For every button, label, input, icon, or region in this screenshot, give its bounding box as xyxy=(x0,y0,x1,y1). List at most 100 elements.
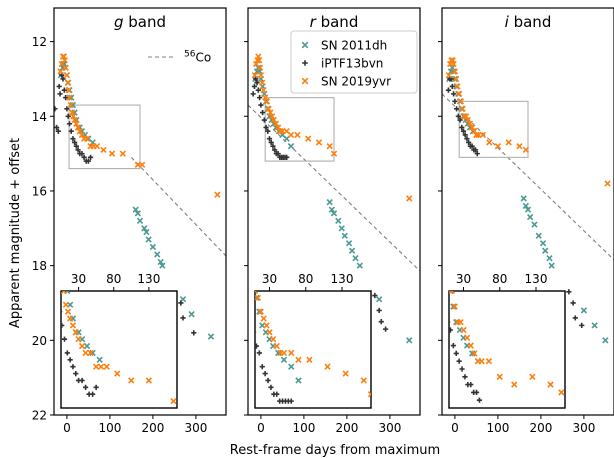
inset-i: 30 80 130 xyxy=(448,272,566,409)
inset-point-i-sn-2019yvr-24 xyxy=(558,389,565,396)
y-tick-label-20: 20 xyxy=(32,334,47,348)
inset-point-i-sn-2019yvr-13 xyxy=(460,326,467,334)
y-tick-label-22: 22 xyxy=(32,409,47,423)
inset-point-g-sn-2011dh-15 xyxy=(83,342,91,350)
point-g-sn-2011dh-27 xyxy=(159,262,166,269)
inset-point-i-sn-2019yvr-21 xyxy=(511,381,518,388)
inset-plot-g xyxy=(61,291,177,405)
x-tick-label-i-200: 200 xyxy=(529,421,552,435)
point-g-iptf13bvn-1 xyxy=(54,124,60,131)
inset-point-r-sn-2019yvr-22 xyxy=(324,363,331,370)
point-g-iptf13bvn-6 xyxy=(60,76,66,82)
panel-title-g: g band xyxy=(114,13,166,31)
point-r-iptf13bvn-9 xyxy=(263,124,269,131)
point-r-iptf13bvn-21 xyxy=(284,154,290,160)
point-i-iptf13bvn-6 xyxy=(454,106,460,112)
x-tick-label-g-300: 300 xyxy=(184,421,207,435)
inset-x-tick-label-i-30: 30 xyxy=(456,272,471,286)
point-r-iptf13bvn-12 xyxy=(268,139,274,146)
point-g-iptf13bvn-3 xyxy=(56,83,62,90)
co56-superscript: 56 xyxy=(184,50,196,60)
point-g-sn-2019yvr-23 xyxy=(100,146,107,154)
inset-point-g-sn-2019yvr-17 xyxy=(78,342,86,350)
inset-point-g-sn-2019yvr-20 xyxy=(92,363,100,370)
point-i-iptf13bvn-7 xyxy=(455,113,461,119)
point-g-sn-2011dh-26 xyxy=(157,258,164,266)
point-g-sn-2019yvr-24 xyxy=(108,150,116,157)
panel-title-suffix-i: band xyxy=(509,13,552,31)
co56-line-r xyxy=(248,104,420,272)
inset-point-g-sn-2011dh-17 xyxy=(96,356,103,363)
point-g-sn-2019yvr-15 xyxy=(74,124,82,131)
panel-title-i: i band xyxy=(505,13,552,31)
point-r-sn-2019yvr-20 xyxy=(287,131,295,139)
point-r-sn-2011dh-19 xyxy=(330,210,338,217)
point-i-iptf13bvn-0 xyxy=(445,87,452,93)
point-r-iptf13bvn-23 xyxy=(376,307,382,314)
point-g-sn-2011dh-18 xyxy=(132,206,139,213)
point-r-iptf13bvn-1 xyxy=(251,83,258,90)
point-i-iptf13bvn-11 xyxy=(462,132,468,138)
inset-point-r-sn-2019yvr-23 xyxy=(342,370,349,377)
inset-point-r-sn-2011dh-14 xyxy=(280,356,288,363)
inset-point-i-iptf13bvn-8 xyxy=(449,327,454,333)
point-g-sn-2019yvr-22 xyxy=(93,142,101,150)
plot-area-i xyxy=(442,57,614,344)
x-tick-label-g-0: 0 xyxy=(63,421,71,435)
inset-point-i-sn-2019yvr-20 xyxy=(496,373,503,380)
point-r-iptf13bvn-13 xyxy=(270,143,276,149)
panel-title-band-r: r xyxy=(310,13,317,31)
inset-point-i-iptf13bvn-17 xyxy=(473,389,480,395)
point-r-sn-2019yvr-5 xyxy=(256,64,264,71)
point-i-sn-2019yvr-13 xyxy=(464,116,471,124)
point-g-sn-2011dh-22 xyxy=(143,228,150,236)
inset-point-r-sn-2019yvr-21 xyxy=(306,356,313,363)
point-r-sn-2019yvr-15 xyxy=(272,120,280,127)
inset-point-r-sn-2019yvr-9 xyxy=(255,291,259,295)
point-i-sn-2011dh-21 xyxy=(539,240,547,247)
point-g-sn-2011dh-23 xyxy=(145,236,152,243)
inset-x-tick-label-r-130: 130 xyxy=(331,272,354,286)
point-r-sn-2019yvr-8 xyxy=(260,86,267,94)
panel-i-band: i band 0 100 200 300 30 80 130 xyxy=(438,7,614,435)
point-r-sn-2011dh-27 xyxy=(375,296,383,303)
co56-line-g xyxy=(131,156,226,257)
point-g-iptf13bvn-16 xyxy=(75,147,81,153)
point-r-sn-2011dh-20 xyxy=(335,217,342,225)
inset-point-r-iptf13bvn-16 xyxy=(274,391,280,397)
inset-point-i-sn-2019yvr-22 xyxy=(529,373,536,380)
point-g-sn-2019yvr-17 xyxy=(78,131,86,139)
point-g-sn-2011dh-20 xyxy=(136,217,144,225)
point-r-sn-2019yvr-22 xyxy=(305,135,312,142)
point-i-sn-2019yvr-20 xyxy=(486,139,493,146)
inset-point-r-sn-2011dh-6 xyxy=(251,282,256,287)
point-i-sn-2011dh-24 xyxy=(548,262,555,269)
point-g-sn-2019yvr-25 xyxy=(119,150,126,157)
point-g-sn-2019yvr-10 xyxy=(67,101,74,109)
axes-frame-g xyxy=(53,7,227,416)
legend-label-0: SN 2011dh xyxy=(321,39,387,53)
inset-point-r-sn-2019yvr-16 xyxy=(273,342,280,350)
point-g-iptf13bvn-21 xyxy=(85,158,91,164)
inset-point-i-iptf13bvn-10 xyxy=(453,350,459,356)
point-r-sn-2011dh-22 xyxy=(341,232,348,239)
plot-area-g xyxy=(54,53,226,340)
inset-point-r-sn-2019yvr-14 xyxy=(266,329,273,336)
inset-point-g-sn-2019yvr-18 xyxy=(82,349,89,357)
panel-title-band-g: g xyxy=(114,13,124,31)
point-r-iptf13bvn-3 xyxy=(254,80,260,86)
inset-point-i-sn-2019yvr-15 xyxy=(467,342,474,349)
inset-point-i-sn-2019yvr-10 xyxy=(451,303,458,310)
point-g-iptf13bvn-23 xyxy=(178,300,184,306)
point-g-sn-2019yvr-16 xyxy=(76,128,83,135)
point-r-iptf13bvn-5 xyxy=(257,95,263,101)
point-g-sn-2011dh-21 xyxy=(141,225,148,232)
point-i-sn-2011dh-22 xyxy=(542,247,549,254)
inset-point-r-iptf13bvn-11 xyxy=(259,364,265,370)
inset-point-g-sn-2019yvr-13 xyxy=(66,315,74,322)
inset-point-g-iptf13bvn-12 xyxy=(61,336,68,342)
point-r-sn-2011dh-16 xyxy=(287,142,295,150)
point-r-iptf13bvn-24 xyxy=(378,319,384,325)
x-tick-label-r-100: 100 xyxy=(292,421,315,435)
point-i-sn-2011dh-20 xyxy=(535,232,542,239)
